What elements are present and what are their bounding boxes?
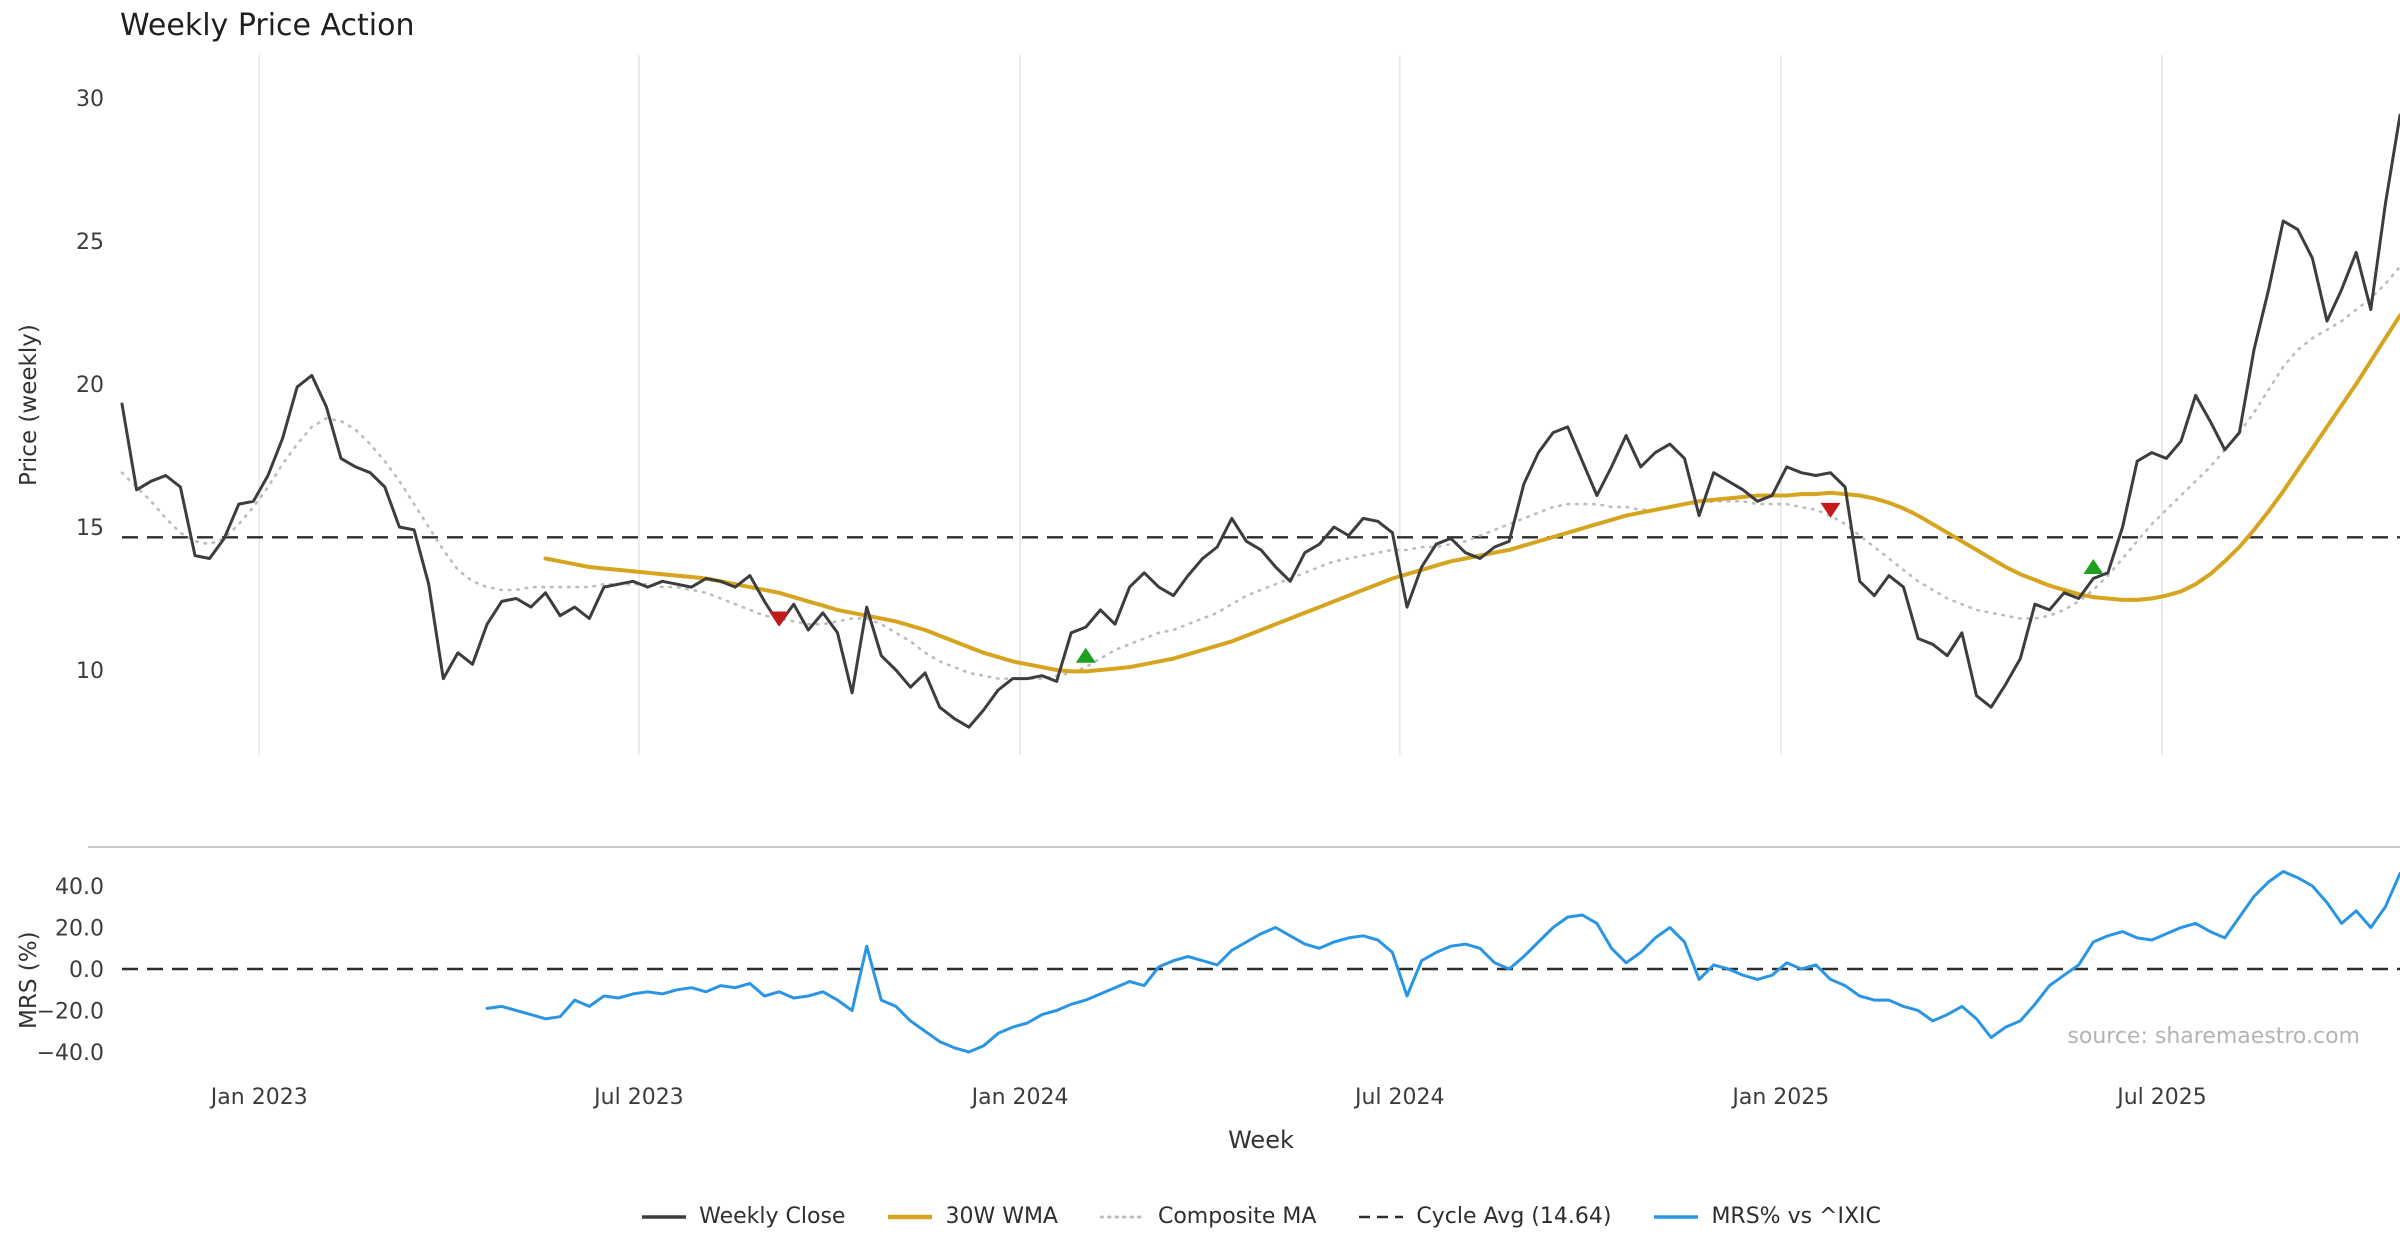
price-tick-label: 10 xyxy=(76,659,104,684)
mrs-tick-label: 40.0 xyxy=(55,875,104,900)
price-tick-label: 15 xyxy=(76,516,104,541)
legend-label: Composite MA xyxy=(1157,1204,1317,1229)
price-tick-label: 30 xyxy=(76,87,104,112)
price-tick-label: 25 xyxy=(76,230,104,255)
sell-signal-marker xyxy=(769,611,790,627)
mrs-axis-label: MRS (%) xyxy=(16,931,42,1029)
legend-item: Cycle Avg (14.64) xyxy=(1358,1204,1611,1229)
series-30w-wma xyxy=(543,313,2400,674)
legend-item: Weekly Close xyxy=(641,1204,845,1229)
legend-item: 30W WMA xyxy=(887,1204,1058,1229)
legend-label: Cycle Avg (14.64) xyxy=(1416,1204,1612,1229)
x-tick-label: Jan 2025 xyxy=(1730,1085,1829,1110)
mrs-tick-label: −40.0 xyxy=(37,1041,104,1066)
buy-signal-marker xyxy=(2083,559,2104,575)
series-composite-ma xyxy=(120,265,2400,680)
legend-label: MRS% vs ^IXIC xyxy=(1711,1204,1881,1229)
x-tick-label: Jan 2023 xyxy=(209,1085,308,1110)
buy-signal-marker xyxy=(1075,647,1096,663)
price-axis-label: Price (weekly) xyxy=(16,324,42,486)
price-tick-label: 20 xyxy=(76,373,104,398)
x-axis-label: Week xyxy=(1228,1126,1294,1154)
mrs-tick-label: 20.0 xyxy=(55,917,104,942)
mrs-tick-label: −20.0 xyxy=(37,1000,104,1025)
mrs-tick-label: 0.0 xyxy=(69,958,104,983)
legend-swatch xyxy=(1099,1215,1146,1218)
legend-item: Composite MA xyxy=(1099,1204,1317,1229)
legend-label: Weekly Close xyxy=(699,1204,846,1229)
legend-swatch xyxy=(1359,1215,1404,1218)
x-tick-label: Jul 2024 xyxy=(1353,1085,1445,1110)
legend-item: MRS% vs ^IXIC xyxy=(1653,1204,1881,1229)
series-mrs-vs-ixic xyxy=(485,870,2400,1054)
chart-title: Weekly Price Action xyxy=(120,8,415,43)
legend: Weekly Close 30W WMA Composite MA Cycle Avg… xyxy=(122,1204,2400,1229)
legend-swatch xyxy=(642,1214,687,1219)
series-weekly-close xyxy=(120,113,2400,729)
sell-signal-marker xyxy=(1820,502,1841,518)
x-tick-label: Jul 2025 xyxy=(2115,1085,2207,1110)
x-tick-label: Jan 2024 xyxy=(970,1085,1069,1110)
x-tick-label: Jul 2023 xyxy=(592,1085,684,1110)
source-watermark: source: sharemaestro.com xyxy=(2067,1024,2360,1049)
legend-label: 30W WMA xyxy=(945,1204,1058,1229)
legend-swatch xyxy=(888,1214,933,1219)
legend-swatch xyxy=(1654,1214,1699,1219)
